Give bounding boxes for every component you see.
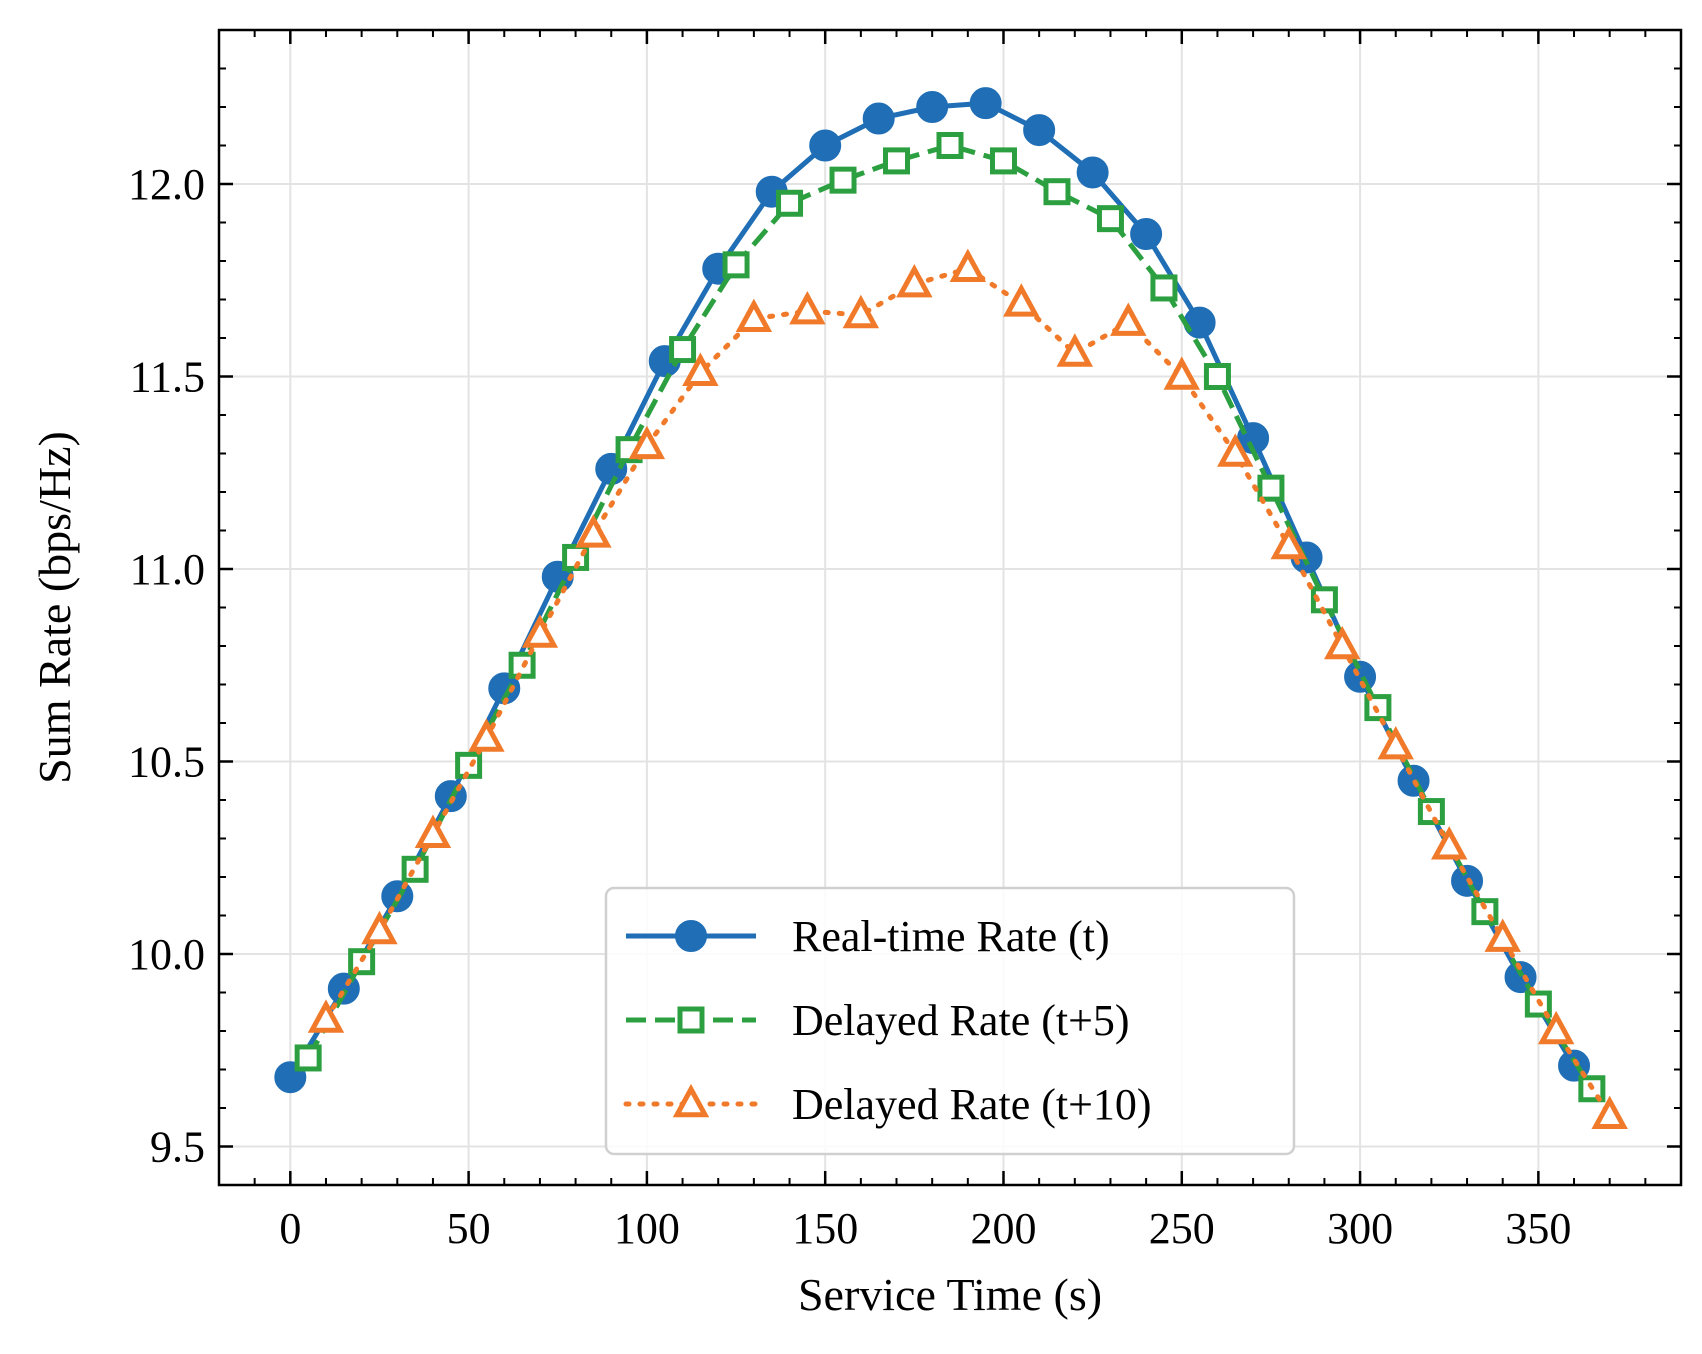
data-point (1076, 156, 1109, 189)
x-axis-title: Service Time (s) (798, 1269, 1102, 1320)
tick-labels: 0 50 100 150 200 250 300 350 9.5 10.0 10.5 11.0 11.5… (128, 160, 1571, 1253)
legend-item: Delayed Rate (t+5) (626, 996, 1130, 1045)
legend-item: Delayed Rate (t+10) (623, 1080, 1152, 1129)
data-point (361, 910, 398, 945)
data-point (414, 814, 452, 848)
legend-label: Delayed Rate (t+10) (792, 1080, 1152, 1129)
data-point (842, 294, 880, 329)
data-point (1096, 205, 1124, 233)
series-3 (307, 248, 1628, 1129)
legend-box (604, 886, 1296, 1156)
data-point (1183, 306, 1216, 339)
series-group (274, 87, 1628, 1129)
legend-label: Real-time Rate (t) (792, 912, 1110, 961)
data-point (936, 132, 964, 159)
legend-marker (677, 1006, 705, 1034)
data-point (1217, 433, 1254, 467)
data-point (1043, 178, 1071, 206)
y-tick-label: 11.5 (130, 353, 205, 402)
data-point (809, 129, 842, 162)
data-point (862, 102, 895, 135)
data-point (1324, 625, 1361, 660)
data-point (896, 263, 933, 298)
legend: Real-time Rate (t) Delayed Rate (t+5) Dela… (604, 886, 1296, 1156)
data-point (1163, 356, 1200, 390)
data-point (628, 425, 666, 460)
data-point (989, 147, 1017, 175)
data-point (401, 855, 429, 883)
data-point (1417, 798, 1445, 826)
data-point (669, 336, 697, 364)
x-tick-label: 100 (614, 1204, 680, 1253)
legend-label: Delayed Rate (t+5) (792, 996, 1130, 1045)
data-point (575, 514, 612, 548)
data-point (789, 290, 826, 325)
data-point (916, 91, 949, 123)
tick-marks (219, 30, 1681, 1185)
data-point (1203, 363, 1231, 390)
data-point (1591, 1095, 1628, 1129)
data-point (883, 147, 911, 175)
data-point (294, 1044, 322, 1072)
data-point (1270, 525, 1307, 560)
data-point (1003, 283, 1040, 317)
y-tick-label: 9.5 (150, 1123, 205, 1172)
data-point (307, 999, 345, 1033)
x-tick-label: 250 (1149, 1204, 1215, 1253)
x-tick-label: 300 (1327, 1204, 1393, 1253)
data-point (1023, 114, 1056, 147)
data-point (1110, 302, 1147, 336)
data-point (776, 189, 804, 217)
legend-marker (672, 1083, 710, 1118)
y-tick-label: 11.0 (130, 545, 205, 594)
data-point (1150, 274, 1178, 302)
data-point (722, 251, 750, 279)
data-point (829, 166, 857, 194)
data-point (1484, 918, 1521, 952)
y-tick-label: 10.5 (128, 738, 205, 787)
data-point (682, 352, 719, 386)
data-point (1257, 474, 1285, 502)
data-point (1431, 826, 1468, 860)
data-point (1537, 1010, 1575, 1045)
series-1 (274, 87, 1591, 1094)
x-tick-label: 150 (792, 1204, 858, 1253)
y-axis-title: Sum Rate (bps/Hz) (29, 431, 80, 784)
y-tick-label: 12.0 (128, 160, 205, 209)
data-point (521, 614, 559, 648)
x-tick-label: 350 (1505, 1204, 1571, 1253)
legend-item: Real-time Rate (t) (626, 912, 1110, 961)
data-point (1130, 218, 1163, 251)
x-tick-label: 0 (279, 1204, 301, 1253)
x-tick-label: 50 (447, 1204, 491, 1253)
y-tick-label: 10.0 (128, 930, 205, 979)
data-point (1056, 333, 1094, 367)
x-tick-label: 200 (970, 1204, 1036, 1253)
data-point (969, 87, 1002, 120)
data-point (468, 718, 505, 752)
data-point (949, 248, 987, 282)
data-point (735, 298, 773, 333)
data-point (1377, 725, 1414, 760)
legend-marker (675, 920, 707, 952)
